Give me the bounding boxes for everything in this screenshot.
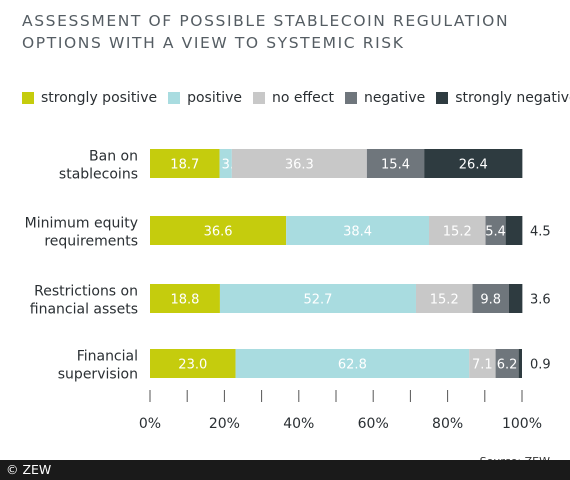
bar-segment [508,284,523,313]
bar-segment [429,216,486,245]
data-label: 18.7 [170,158,199,173]
legend-item-negative: negative [344,90,426,106]
category-label-line: Restrictions on [34,284,138,300]
copyright-label: © ZEW [6,462,52,477]
legend-swatch-no-effect [253,92,266,104]
legend-item-no-effect: no effect [253,90,334,106]
data-label: 26.4 [459,158,488,173]
bar-segment [424,149,523,178]
x-tick-label: 40% [283,416,314,432]
data-label: 0.9 [530,358,551,373]
data-label: 38.4 [343,225,372,240]
bar-segment [505,216,523,245]
bar-segment [485,216,506,245]
category-label-line: Financial [77,349,138,365]
bar-segment [286,216,429,245]
bar-segment [150,149,220,178]
footer-bar: © ZEW [0,460,570,480]
data-label: 15.2 [430,293,459,308]
category-label-line: Ban on [89,149,138,165]
bar-segment [366,149,425,178]
bar-segment [231,149,367,178]
x-tick-label: 20% [209,416,240,432]
category-label-0: Ban on stablecoins [59,149,138,183]
legend-item-strongly-negative: strongly negative [436,90,570,106]
bar-segment [415,284,473,313]
bar-segment [472,284,509,313]
legend-label-positive: positive [187,90,243,106]
data-label: 9.8 [480,293,501,308]
bar-segment [150,284,220,313]
data-label: 52.7 [303,293,332,308]
category-label-1: Minimum equity requirements [25,216,138,250]
category-label-line: stablecoins [59,167,138,183]
bar-segment [469,349,496,378]
legend-swatch-negative [344,92,357,104]
x-tick-label: 0% [139,416,161,432]
x-tick-label: 100% [502,416,542,432]
chart-title: ASSESSMENT OF POSSIBLE STABLECOIN REGULA… [22,12,510,52]
legend-label-no-effect: no effect [272,90,334,106]
bar-segment [150,349,236,378]
category-label-2: Restrictions on financial assets [30,284,138,318]
x-tick-label: 60% [358,416,389,432]
category-label-line: financial assets [30,302,138,318]
category-label-line: supervision [58,367,138,383]
bar-segment [150,216,287,245]
category-label-3: Financial supervision [58,349,138,383]
category-label-line: requirements [44,234,138,250]
legend-label-negative: negative [363,90,426,106]
data-label: 15.2 [443,225,472,240]
data-label: 36.6 [204,225,233,240]
data-label: 62.8 [338,358,367,373]
bar-segment [518,349,522,378]
stacked-bar-chart: Ban onstablecoins18.73.336.315.426.4Mini… [25,149,551,433]
data-label: 36.3 [285,158,314,173]
legend: strongly positive positive no effect neg… [22,88,570,108]
data-label: 23.0 [178,358,207,373]
bar-segment [219,149,232,178]
legend-swatch-strongly-negative [436,92,449,104]
data-label: 6.2 [497,358,518,373]
data-label: 5.4 [485,225,506,240]
data-label: 15.4 [381,158,410,173]
legend-swatch-positive [168,92,181,104]
legend-label-strongly-positive: strongly positive [41,90,158,106]
bar-segment [219,284,416,313]
x-tick-label: 80% [432,416,463,432]
bar-segment [495,349,519,378]
category-label-line: Minimum equity [25,216,138,232]
data-label: 3.6 [530,293,551,308]
legend-label-strongly-negative: strongly negative [455,90,570,106]
data-label: 7.1 [472,358,493,373]
legend-swatch-strongly-positive [22,92,34,104]
legend-item-strongly-positive: strongly positive [22,90,157,106]
data-label: 18.8 [170,293,199,308]
bar-segment [235,349,470,378]
data-label: 4.5 [530,225,551,240]
legend-item-positive: positive [168,90,242,106]
